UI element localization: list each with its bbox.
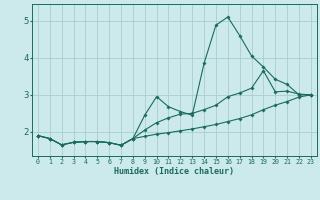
X-axis label: Humidex (Indice chaleur): Humidex (Indice chaleur) (115, 167, 234, 176)
